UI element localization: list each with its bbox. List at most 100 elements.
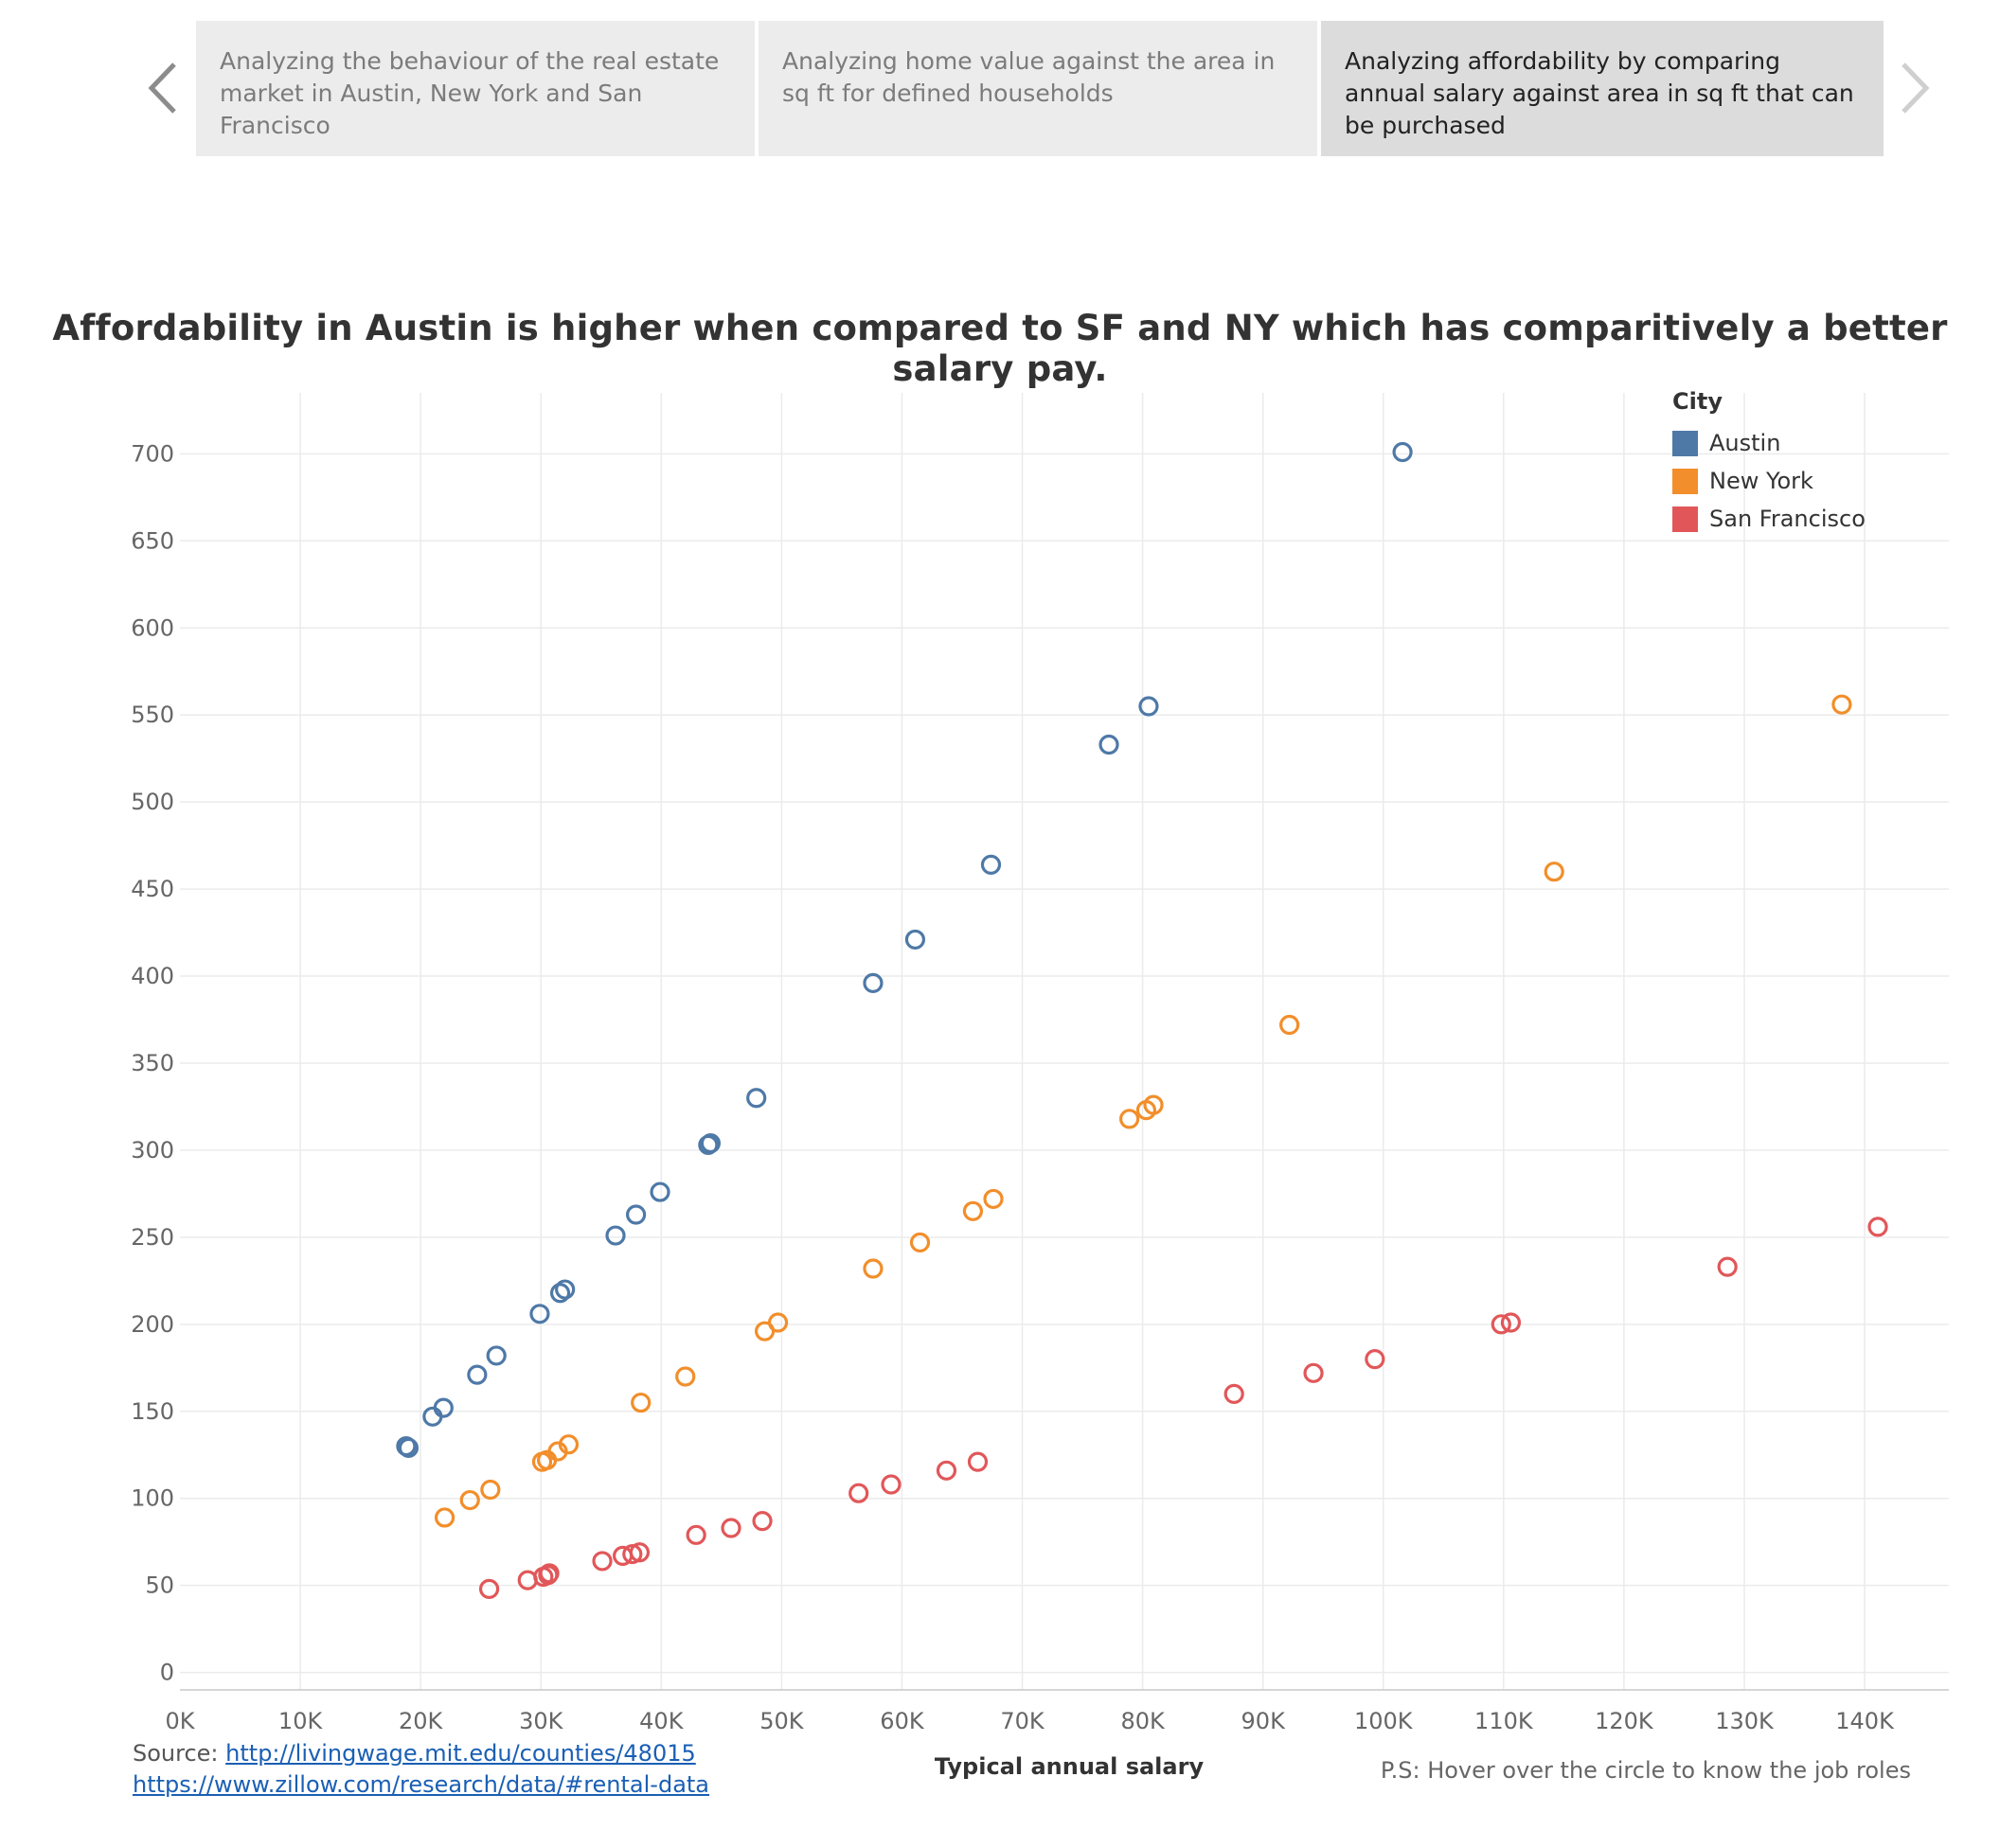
data-point-san-francisco[interactable] xyxy=(936,1460,957,1481)
source-link-livingwage[interactable]: http://livingwage.mit.edu/counties/48015 xyxy=(225,1740,696,1767)
data-point-austin[interactable] xyxy=(626,1204,647,1225)
y-tick-label: 450 xyxy=(131,876,174,902)
data-point-austin[interactable] xyxy=(700,1132,722,1154)
data-point-san-francisco[interactable] xyxy=(967,1451,989,1472)
legend-item-san-francisco[interactable]: San Francisco xyxy=(1672,500,1866,538)
hover-note: P.S: Hover over the circle to know the j… xyxy=(1380,1757,1911,1784)
data-point-austin[interactable] xyxy=(555,1279,576,1300)
data-point-austin[interactable] xyxy=(467,1364,488,1385)
data-point-san-francisco[interactable] xyxy=(592,1551,613,1572)
y-tick-label: 350 xyxy=(131,1050,174,1076)
x-tick-label: 10K xyxy=(278,1708,324,1734)
data-point-austin[interactable] xyxy=(433,1397,454,1418)
legend-swatch-austin xyxy=(1672,430,1698,456)
data-point-new-york[interactable] xyxy=(767,1312,789,1333)
y-tick-label: 0 xyxy=(160,1660,174,1686)
story-tab-home-value[interactable]: Analyzing home value against the area in… xyxy=(759,21,1317,156)
data-point-san-francisco[interactable] xyxy=(1223,1383,1244,1404)
x-axis-label: Typical annual salary xyxy=(934,1753,1205,1780)
data-point-san-francisco[interactable] xyxy=(1365,1349,1385,1370)
x-tick-label: 40K xyxy=(639,1708,685,1734)
chevron-right-icon[interactable] xyxy=(1898,59,1932,117)
data-point-san-francisco[interactable] xyxy=(1500,1312,1522,1333)
x-tick-labels: 0K 10K 20K 30K 40K 50K 60K 70K 80K 90K 100K 110K 120… xyxy=(165,1708,1895,1734)
data-points xyxy=(396,441,1888,1599)
data-point-austin[interactable] xyxy=(486,1345,507,1366)
data-point-austin[interactable] xyxy=(549,1283,571,1304)
data-point-austin[interactable] xyxy=(1138,696,1159,717)
legend-item-new-york[interactable]: New York xyxy=(1672,462,1866,500)
data-point-new-york[interactable] xyxy=(631,1392,652,1413)
data-point-new-york[interactable] xyxy=(863,1258,884,1279)
data-point-new-york[interactable] xyxy=(983,1188,1004,1210)
y-tick-label: 500 xyxy=(131,789,174,815)
data-point-new-york[interactable] xyxy=(1143,1094,1164,1115)
y-tick-label: 100 xyxy=(131,1485,174,1512)
legend-swatch-san-francisco xyxy=(1672,506,1698,532)
source-link-zillow[interactable]: https://www.zillow.com/research/data/#re… xyxy=(133,1771,710,1798)
data-point-new-york[interactable] xyxy=(558,1434,580,1455)
y-tick-labels: 0 50 100 150 200 250 300 350 400 450 500 550 600 650 7… xyxy=(131,440,174,1685)
data-point-austin[interactable] xyxy=(746,1088,767,1109)
data-point-new-york[interactable] xyxy=(480,1479,501,1501)
x-tick-label: 70K xyxy=(1000,1708,1045,1734)
y-tick-label: 550 xyxy=(131,702,174,728)
x-tick-label: 90K xyxy=(1241,1708,1287,1734)
y-tick-label: 50 xyxy=(145,1573,174,1599)
y-tick-label: 150 xyxy=(131,1398,174,1425)
data-point-new-york[interactable] xyxy=(459,1489,480,1511)
data-point-austin[interactable] xyxy=(904,929,926,951)
data-point-austin[interactable] xyxy=(650,1182,670,1202)
data-point-san-francisco[interactable] xyxy=(629,1542,651,1563)
gridlines xyxy=(180,393,1949,1690)
data-point-san-francisco[interactable] xyxy=(1303,1362,1324,1383)
data-point-austin[interactable] xyxy=(980,854,1002,875)
data-point-san-francisco[interactable] xyxy=(752,1511,773,1532)
x-tick-label: 110K xyxy=(1474,1708,1534,1734)
data-point-new-york[interactable] xyxy=(909,1232,931,1253)
data-point-san-francisco[interactable] xyxy=(881,1474,902,1495)
legend-label-new-york: New York xyxy=(1709,468,1813,494)
data-point-austin[interactable] xyxy=(1392,441,1413,463)
data-point-austin[interactable] xyxy=(398,1437,420,1458)
y-tick-label: 650 xyxy=(131,527,174,554)
data-point-san-francisco[interactable] xyxy=(1867,1217,1888,1237)
story-tab-market-behaviour[interactable]: Analyzing the behaviour of the real esta… xyxy=(196,21,755,156)
data-point-san-francisco[interactable] xyxy=(1491,1314,1511,1335)
story-tab-affordability[interactable]: Analyzing affordability by comparing ann… xyxy=(1321,21,1884,156)
legend: City Austin New York San Francisco xyxy=(1672,388,1866,538)
data-point-new-york[interactable] xyxy=(1831,694,1852,715)
legend-label-austin: Austin xyxy=(1709,430,1781,456)
legend-swatch-new-york xyxy=(1672,468,1698,494)
x-tick-label: 120K xyxy=(1595,1708,1654,1734)
x-tick-label: 50K xyxy=(759,1708,805,1734)
data-point-new-york[interactable] xyxy=(1119,1109,1140,1129)
x-tick-label: 100K xyxy=(1354,1708,1414,1734)
x-tick-label: 80K xyxy=(1120,1708,1166,1734)
data-point-san-francisco[interactable] xyxy=(1717,1256,1738,1277)
data-point-new-york[interactable] xyxy=(1279,1014,1300,1036)
data-point-new-york[interactable] xyxy=(434,1507,455,1528)
data-point-san-francisco[interactable] xyxy=(478,1578,500,1599)
data-point-new-york[interactable] xyxy=(675,1366,696,1387)
x-tick-label: 130K xyxy=(1715,1708,1775,1734)
data-point-san-francisco[interactable] xyxy=(686,1524,706,1545)
y-tick-label: 600 xyxy=(131,614,174,641)
data-point-austin[interactable] xyxy=(1098,734,1119,755)
data-point-austin[interactable] xyxy=(863,972,884,993)
source-prefix: Source: xyxy=(133,1740,219,1767)
data-point-san-francisco[interactable] xyxy=(539,1563,560,1584)
data-point-san-francisco[interactable] xyxy=(848,1483,869,1503)
y-tick-label: 400 xyxy=(131,963,174,989)
data-point-new-york[interactable] xyxy=(1544,862,1564,882)
chevron-left-icon[interactable] xyxy=(146,59,180,117)
data-point-austin[interactable] xyxy=(529,1304,550,1324)
data-point-san-francisco[interactable] xyxy=(721,1518,741,1538)
story-navigation-bar: Analyzing the behaviour of the real esta… xyxy=(0,0,2000,170)
x-tick-label: 140K xyxy=(1835,1708,1895,1734)
x-tick-label: 60K xyxy=(880,1708,925,1734)
legend-item-austin[interactable]: Austin xyxy=(1672,424,1866,462)
data-point-austin[interactable] xyxy=(605,1225,626,1246)
data-point-new-york[interactable] xyxy=(962,1200,984,1221)
